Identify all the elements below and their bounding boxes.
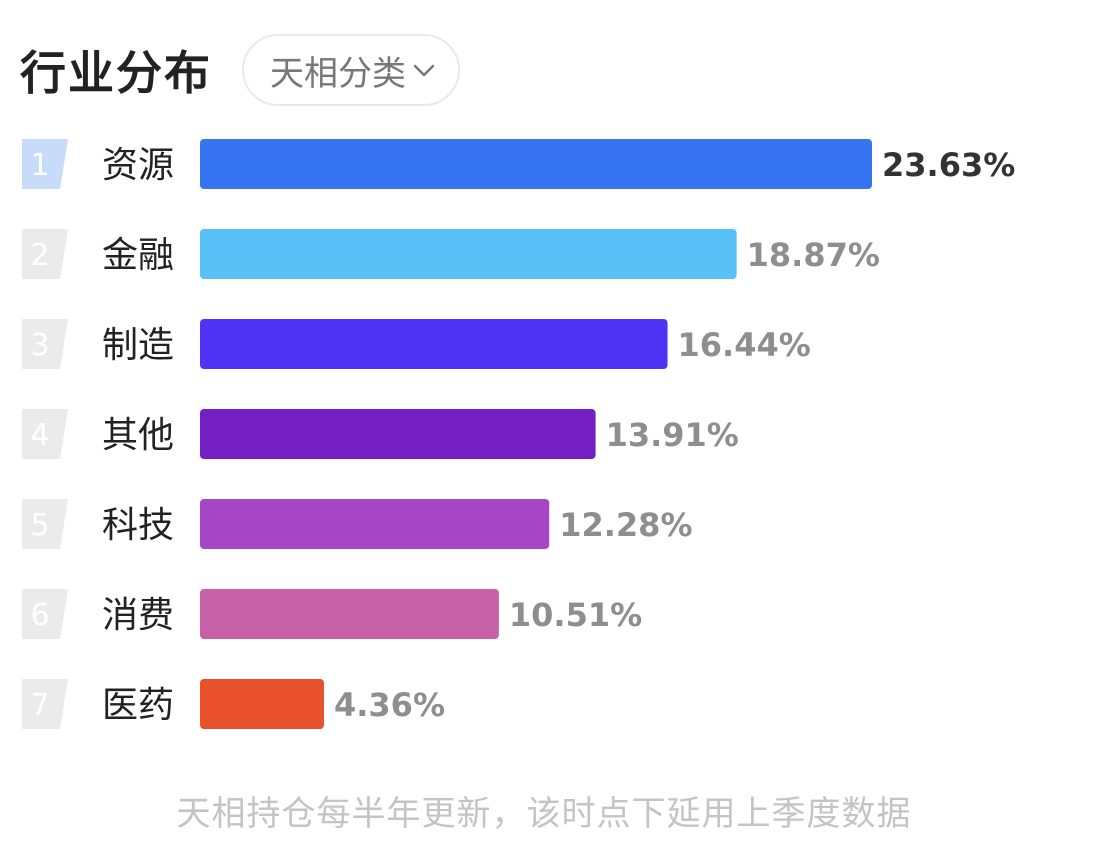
- page-title: 行业分布: [20, 46, 212, 100]
- rank-label: 5: [30, 508, 49, 543]
- footnote: 天相持仓每半年更新，该时点下延用上季度数据: [176, 794, 912, 834]
- rank-label: 2: [30, 238, 49, 273]
- category-select-label: 天相分类: [270, 53, 406, 94]
- value-label: 13.91%: [606, 416, 739, 454]
- header: 行业分布 天相分类: [20, 30, 460, 110]
- category-label: 其他: [102, 415, 174, 456]
- chevron-down-icon: [413, 64, 435, 77]
- bar: [200, 229, 737, 279]
- rank-badge: [22, 139, 68, 189]
- rank-badge: [22, 229, 68, 279]
- rank-label: 6: [30, 598, 49, 633]
- value-label: 16.44%: [678, 326, 811, 364]
- value-label: 18.87%: [747, 236, 880, 274]
- rank-badge: [22, 589, 68, 639]
- value-label: 12.28%: [559, 506, 692, 544]
- rank-badge: [22, 679, 68, 729]
- value-label: 23.63%: [882, 146, 1015, 184]
- category-label: 消费: [102, 595, 174, 636]
- category-select[interactable]: 天相分类: [242, 34, 460, 106]
- rank-badge: [22, 319, 68, 369]
- bar: [200, 499, 550, 549]
- bar: [200, 139, 872, 189]
- value-label: 4.36%: [334, 686, 445, 724]
- bar: [200, 679, 324, 729]
- rank-label: 1: [30, 148, 49, 183]
- bar: [200, 319, 668, 369]
- rank-label: 3: [30, 328, 49, 363]
- bar: [200, 589, 499, 639]
- category-label: 制造: [102, 325, 174, 366]
- rank-badge: [22, 409, 68, 459]
- value-label: 10.51%: [509, 596, 642, 634]
- rank-label: 7: [30, 688, 49, 723]
- bar: [200, 409, 596, 459]
- industry-bar-chart: 1 资源 23.63% 2 金融 18.87% 3 制造 16.44% 4 其他 13.91% 5 科技 1…: [22, 139, 1015, 729]
- category-label: 科技: [102, 505, 174, 546]
- category-label: 资源: [102, 145, 174, 186]
- rank-label: 4: [30, 418, 49, 453]
- rank-badge: [22, 499, 68, 549]
- category-label: 医药: [102, 685, 174, 726]
- category-label: 金融: [102, 235, 174, 276]
